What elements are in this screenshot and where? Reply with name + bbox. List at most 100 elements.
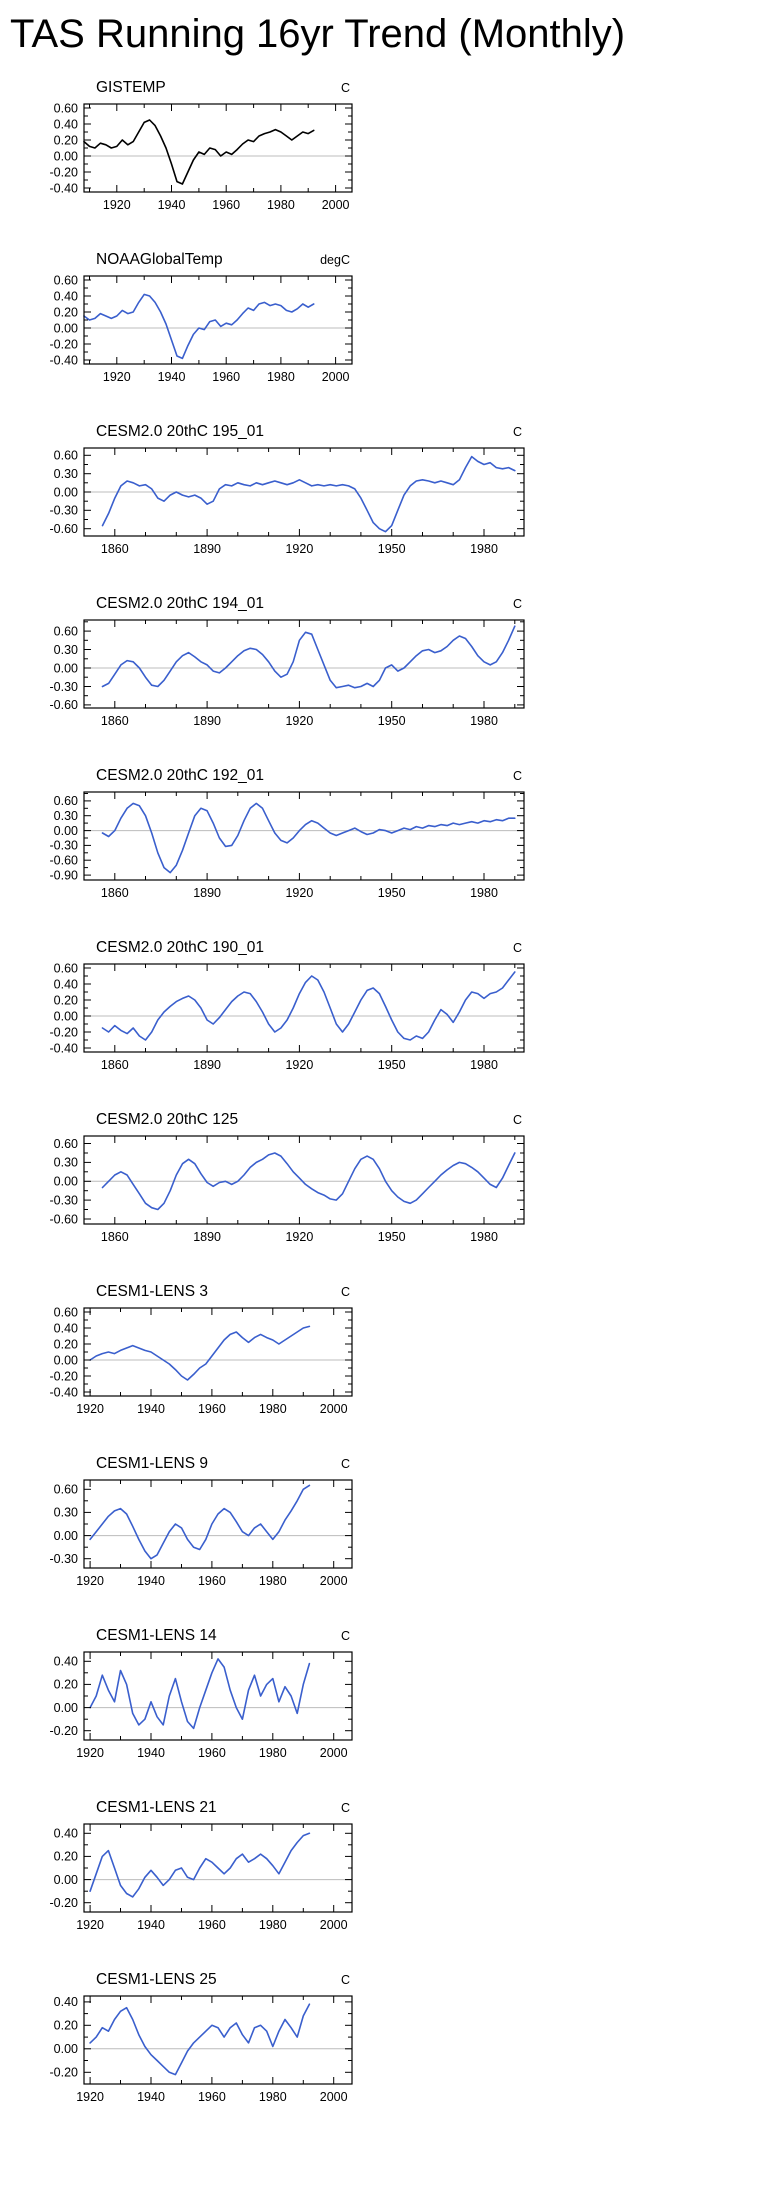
- chart-plot: 0.60 0.40 0.20 0.00 -0.20 -0.40 1860 1890 1920 19…: [50, 961, 525, 1072]
- svg-text:1980: 1980: [470, 886, 498, 900]
- axis-tick-labels: 0.40 0.20 0.00 -0.20 1920 1940 1960 1980 2000: [50, 1655, 348, 1760]
- svg-text:0.00: 0.00: [54, 2042, 78, 2056]
- svg-text:-0.20: -0.20: [50, 2066, 79, 2080]
- panel-title: CESM1-LENS 21: [96, 1799, 217, 1816]
- panel-header: NOAAGlobalTemp degC: [96, 251, 350, 269]
- chart-panel: CESM1-LENS 9 C 0.60 0.30 0.00 -0.30 1920 1940…: [40, 1455, 770, 1594]
- svg-text:0.60: 0.60: [54, 449, 78, 463]
- plot-box: [83, 619, 525, 709]
- svg-text:1860: 1860: [101, 1058, 129, 1072]
- data-line: [89, 1484, 311, 1560]
- svg-text:1940: 1940: [137, 1746, 165, 1760]
- svg-text:-0.20: -0.20: [50, 1025, 79, 1039]
- svg-text:-0.30: -0.30: [50, 1552, 79, 1566]
- axis-ticks: [84, 104, 352, 192]
- svg-text:0.20: 0.20: [54, 305, 78, 319]
- svg-text:1960: 1960: [198, 1746, 226, 1760]
- panel-units-label: C: [340, 1973, 350, 1987]
- data-line: [83, 293, 315, 360]
- svg-text:1960: 1960: [212, 198, 240, 212]
- svg-text:0.20: 0.20: [54, 993, 78, 1007]
- data-line: [101, 455, 516, 533]
- chart-panel: CESM1-LENS 3 C 0.60 0.40 0.20 0.00 -0.20 -0.4…: [40, 1283, 770, 1422]
- chart-panel: CESM2.0 20thC 192_01 C 0.60 0.30 0.00 -0.30…: [40, 767, 770, 906]
- svg-text:1980: 1980: [259, 1918, 287, 1932]
- svg-text:0.40: 0.40: [54, 977, 78, 991]
- svg-text:1920: 1920: [76, 1574, 104, 1588]
- chart-panel: CESM1-LENS 14 C 0.40 0.20 0.00 -0.20 1920 194…: [40, 1627, 770, 1766]
- plot-box: [83, 275, 353, 365]
- svg-text:0.60: 0.60: [54, 1483, 78, 1497]
- plot-box: [83, 1651, 353, 1741]
- panel-units-label: C: [512, 597, 522, 611]
- panel-units-label: C: [340, 81, 350, 95]
- plot-box: [83, 1307, 353, 1397]
- svg-text:1890: 1890: [193, 714, 221, 728]
- plot-box: [83, 791, 525, 881]
- svg-text:1950: 1950: [378, 714, 406, 728]
- data-line: [83, 119, 315, 185]
- chart-panel: CESM2.0 20thC 194_01 C 0.60 0.30 0.00 -0.30…: [40, 595, 770, 734]
- svg-text:-0.60: -0.60: [50, 698, 79, 712]
- chart-panel: CESM2.0 20thC 190_01 C 0.60 0.40 0.20 0.00 -…: [40, 939, 770, 1078]
- panel-units-label: C: [512, 425, 522, 439]
- svg-text:1890: 1890: [193, 542, 221, 556]
- svg-text:0.20: 0.20: [54, 1850, 78, 1864]
- svg-text:0.40: 0.40: [54, 1655, 78, 1669]
- chart-plot: 0.40 0.20 0.00 -0.20 1920 1940 1960 1980 2000: [50, 1823, 353, 1932]
- svg-text:1920: 1920: [285, 1230, 313, 1244]
- panel-header: CESM1-LENS 25 C: [96, 1971, 350, 1989]
- svg-text:1950: 1950: [378, 1230, 406, 1244]
- panel-header: CESM1-LENS 9 C: [96, 1455, 350, 1473]
- plot-box: [83, 963, 525, 1053]
- svg-text:-0.20: -0.20: [50, 165, 79, 179]
- panel-units-label: degC: [320, 253, 350, 267]
- svg-text:0.40: 0.40: [54, 289, 78, 303]
- panel-title: CESM2.0 20thC 125: [96, 1111, 239, 1128]
- svg-text:0.20: 0.20: [54, 1337, 78, 1351]
- svg-text:1890: 1890: [193, 1058, 221, 1072]
- svg-text:0.00: 0.00: [54, 149, 78, 163]
- svg-text:1940: 1940: [137, 1402, 165, 1416]
- svg-text:0.40: 0.40: [54, 117, 78, 131]
- svg-text:1940: 1940: [137, 2090, 165, 2104]
- panel-header: CESM2.0 20thC 190_01 C: [96, 939, 522, 957]
- panel-header: CESM2.0 20thC 194_01 C: [96, 595, 522, 613]
- axis-ticks: [83, 620, 524, 708]
- svg-text:1980: 1980: [259, 1746, 287, 1760]
- svg-text:0.60: 0.60: [54, 961, 78, 975]
- svg-text:0.30: 0.30: [54, 809, 78, 823]
- svg-text:0.40: 0.40: [54, 1321, 78, 1335]
- svg-text:1950: 1950: [378, 542, 406, 556]
- svg-text:-0.60: -0.60: [50, 1212, 79, 1226]
- chart-plot: 0.60 0.30 0.00 -0.30 -0.60 1860 1890 1920 1950 19…: [50, 1135, 525, 1244]
- svg-text:-0.40: -0.40: [50, 181, 79, 195]
- svg-text:1980: 1980: [267, 370, 295, 384]
- svg-text:2000: 2000: [322, 370, 350, 384]
- svg-text:1920: 1920: [76, 1918, 104, 1932]
- svg-text:1950: 1950: [378, 886, 406, 900]
- chart-panel: CESM1-LENS 25 C 0.40 0.20 0.00 -0.20 1920 194…: [40, 1971, 770, 2110]
- panel-title: GISTEMP: [96, 79, 166, 96]
- data-line: [101, 971, 516, 1041]
- panel-units-label: C: [340, 1801, 350, 1815]
- svg-text:1940: 1940: [158, 198, 186, 212]
- axis-ticks: [84, 1652, 352, 1740]
- panel-units-label: C: [340, 1629, 350, 1643]
- svg-text:1980: 1980: [267, 198, 295, 212]
- svg-text:0.00: 0.00: [54, 1009, 78, 1023]
- svg-text:2000: 2000: [320, 1402, 348, 1416]
- data-line: [101, 625, 516, 689]
- svg-text:-0.90: -0.90: [50, 868, 79, 882]
- data-line: [89, 2003, 311, 2076]
- svg-text:0.00: 0.00: [54, 1529, 78, 1543]
- svg-text:-0.60: -0.60: [50, 854, 79, 868]
- svg-text:-0.40: -0.40: [50, 353, 79, 367]
- chart-panel: CESM1-LENS 21 C 0.40 0.20 0.00 -0.20 1920 194…: [40, 1799, 770, 1938]
- svg-text:-0.30: -0.30: [50, 1193, 79, 1207]
- svg-text:1950: 1950: [378, 1058, 406, 1072]
- plot-box: [83, 1479, 353, 1569]
- axis-ticks: [83, 448, 524, 536]
- svg-text:0.00: 0.00: [54, 824, 78, 838]
- panel-units-label: C: [512, 1113, 522, 1127]
